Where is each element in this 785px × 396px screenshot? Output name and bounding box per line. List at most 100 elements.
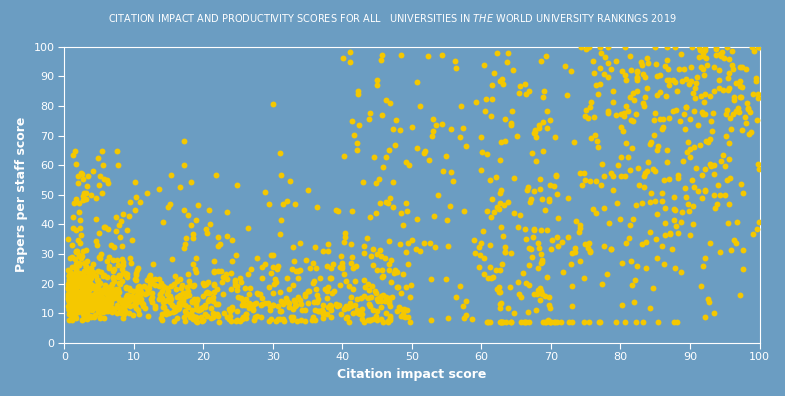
Point bbox=[71, 305, 83, 311]
Point bbox=[102, 307, 115, 314]
Point bbox=[62, 284, 75, 291]
Point bbox=[89, 296, 102, 303]
Point bbox=[655, 198, 668, 204]
Point bbox=[98, 175, 111, 182]
Point bbox=[160, 311, 173, 317]
Point bbox=[369, 290, 382, 297]
Point bbox=[648, 110, 661, 116]
Point bbox=[67, 225, 79, 231]
Point bbox=[69, 286, 82, 293]
Point bbox=[121, 295, 133, 301]
Point bbox=[358, 249, 371, 256]
Point bbox=[72, 309, 85, 315]
Point bbox=[542, 198, 555, 204]
Point bbox=[265, 307, 277, 313]
Point bbox=[593, 319, 605, 325]
Point bbox=[190, 305, 203, 312]
Point bbox=[131, 284, 144, 290]
Point bbox=[733, 78, 746, 84]
Point bbox=[444, 202, 456, 209]
Point bbox=[68, 286, 80, 293]
Point bbox=[295, 301, 308, 307]
Point bbox=[103, 286, 115, 292]
Point bbox=[216, 279, 228, 285]
Point bbox=[116, 278, 129, 285]
Point bbox=[78, 293, 90, 299]
Point bbox=[103, 307, 115, 313]
Point bbox=[131, 292, 144, 299]
Point bbox=[177, 207, 190, 213]
Point bbox=[410, 246, 422, 252]
Point bbox=[670, 319, 683, 325]
Point bbox=[114, 307, 126, 313]
Point bbox=[255, 302, 268, 308]
Point bbox=[75, 293, 88, 299]
Point bbox=[283, 300, 295, 307]
Point bbox=[64, 288, 76, 294]
Point bbox=[371, 82, 383, 88]
Point bbox=[654, 72, 666, 78]
Point bbox=[490, 267, 502, 273]
Point bbox=[364, 317, 377, 323]
Point bbox=[111, 294, 124, 301]
Point bbox=[574, 257, 586, 264]
Point bbox=[644, 229, 656, 235]
Point bbox=[70, 284, 82, 290]
Point bbox=[277, 301, 290, 307]
Point bbox=[208, 269, 221, 276]
Point bbox=[714, 192, 727, 198]
Point bbox=[668, 207, 681, 213]
Point bbox=[564, 68, 577, 74]
Point bbox=[135, 296, 148, 302]
Point bbox=[66, 301, 78, 307]
Point bbox=[74, 225, 86, 231]
Point bbox=[163, 201, 176, 208]
Point bbox=[97, 272, 110, 279]
Point bbox=[403, 162, 416, 168]
Point bbox=[240, 296, 253, 303]
Point bbox=[484, 319, 496, 325]
Point bbox=[539, 293, 552, 299]
Point bbox=[67, 213, 79, 220]
Point bbox=[64, 278, 76, 284]
Point bbox=[532, 245, 545, 251]
Point bbox=[632, 165, 644, 171]
Point bbox=[641, 168, 654, 175]
Point bbox=[87, 304, 100, 310]
Point bbox=[207, 289, 220, 295]
Point bbox=[259, 261, 272, 267]
Point bbox=[75, 308, 88, 315]
Point bbox=[63, 279, 75, 286]
Point bbox=[402, 261, 414, 267]
Point bbox=[81, 287, 93, 293]
Point bbox=[92, 155, 104, 162]
Point bbox=[100, 291, 113, 297]
Point bbox=[630, 111, 642, 118]
Point bbox=[325, 314, 338, 320]
Point bbox=[389, 142, 401, 148]
Point bbox=[70, 275, 82, 281]
Point bbox=[127, 287, 140, 294]
Point bbox=[145, 296, 158, 303]
Point bbox=[650, 236, 663, 242]
Point bbox=[414, 103, 426, 109]
Point bbox=[185, 222, 198, 228]
Point bbox=[104, 305, 117, 312]
Point bbox=[642, 60, 655, 66]
Point bbox=[105, 305, 118, 311]
Point bbox=[626, 282, 638, 288]
Point bbox=[399, 314, 411, 320]
Point bbox=[640, 239, 652, 246]
Point bbox=[579, 177, 591, 183]
Point bbox=[62, 303, 75, 309]
Point bbox=[676, 78, 688, 84]
Point bbox=[531, 265, 544, 272]
Point bbox=[454, 283, 466, 289]
Point bbox=[345, 294, 357, 301]
Point bbox=[80, 308, 93, 314]
Point bbox=[316, 248, 329, 254]
Point bbox=[236, 314, 249, 320]
Point bbox=[207, 314, 220, 320]
Point bbox=[752, 44, 765, 50]
Point bbox=[97, 162, 110, 168]
